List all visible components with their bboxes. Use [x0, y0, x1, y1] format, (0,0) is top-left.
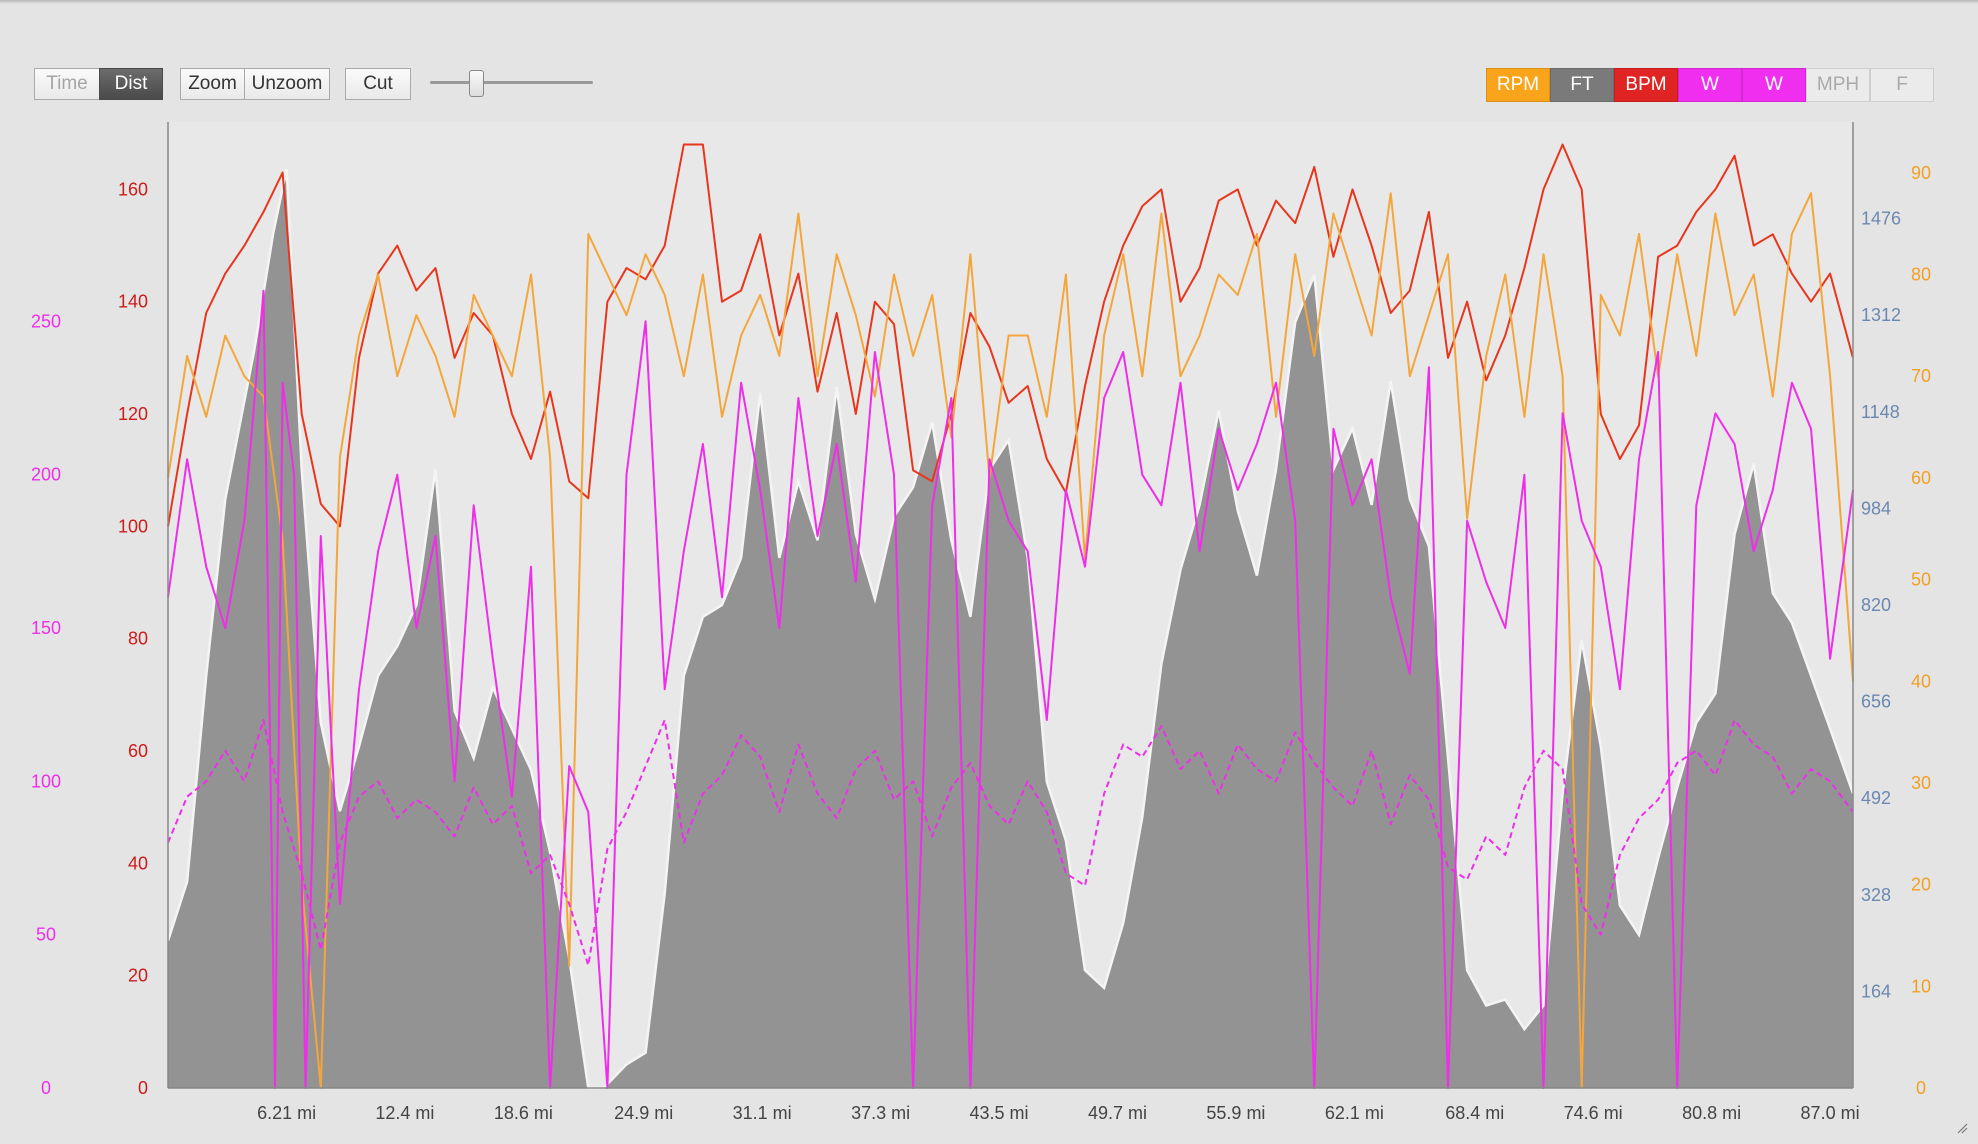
series-ft-0-area [168, 169, 1853, 1089]
unzoom-button[interactable]: Unzoom [244, 68, 330, 100]
y-tick-label-heart_rate-0: 0 [138, 1078, 148, 1098]
y-tick-label-cadence-40: 40 [1911, 671, 1931, 691]
series-toggle-w-3[interactable]: W [1678, 68, 1742, 102]
y-tick-label-elevation-492: 492 [1861, 788, 1891, 808]
y-tick-label-cadence-80: 80 [1911, 265, 1931, 285]
y-tick-label-power-100: 100 [31, 771, 61, 791]
y-tick-label-elevation-656: 656 [1861, 692, 1891, 712]
x-tick-label-4: 31.1 mi [733, 1103, 792, 1123]
y-tick-label-power-50: 50 [36, 925, 56, 945]
y-tick-label-power-0: 0 [41, 1078, 51, 1098]
x-tick-label-1: 12.4 mi [375, 1103, 434, 1123]
x-tick-label-3: 24.9 mi [614, 1103, 673, 1123]
series-rpm-2-line [167, 192, 1854, 1089]
y-tick-label-elevation-820: 820 [1861, 595, 1891, 615]
y-tick-label-elevation-164: 164 [1861, 981, 1891, 1001]
window-top-shade [0, 0, 1978, 4]
series-w-3-line [167, 289, 1854, 1089]
y-tick-label-heart_rate-80: 80 [128, 629, 148, 649]
y-tick-label-cadence-20: 20 [1911, 875, 1931, 895]
distance-mode-button[interactable]: Dist [99, 68, 163, 100]
y-tick-label-elevation-984: 984 [1861, 498, 1891, 518]
y-tick-label-cadence-30: 30 [1911, 773, 1931, 793]
resize-grip-icon[interactable] [1956, 1122, 1968, 1134]
series-toggle-w-4[interactable]: W [1742, 68, 1806, 102]
cut-button[interactable]: Cut [345, 68, 411, 100]
y-tick-label-cadence-50: 50 [1911, 570, 1931, 590]
x-tick-label-2: 18.6 mi [494, 1103, 553, 1123]
y-tick-label-power-200: 200 [31, 465, 61, 485]
y-tick-label-elevation-328: 328 [1861, 885, 1891, 905]
smoothing-slider-thumb[interactable] [468, 70, 484, 97]
y-tick-label-heart_rate-20: 20 [128, 966, 148, 986]
zoom-button[interactable]: Zoom [180, 68, 245, 100]
series-w-4-line [167, 719, 1854, 967]
y-tick-label-heart_rate-120: 120 [118, 404, 148, 424]
time-mode-button[interactable]: Time [34, 68, 100, 100]
x-tick-label-12: 80.8 mi [1682, 1103, 1741, 1123]
y-tick-label-cadence-90: 90 [1911, 163, 1931, 183]
y-tick-label-heart_rate-140: 140 [118, 292, 148, 312]
y-tick-label-elevation-1148: 1148 [1861, 402, 1900, 422]
y-tick-label-power-150: 150 [31, 618, 61, 638]
series-toggle-rpm-0[interactable]: RPM [1486, 68, 1550, 102]
x-tick-label-11: 74.6 mi [1564, 1103, 1623, 1123]
x-tick-label-13: 87.0 mi [1801, 1103, 1860, 1123]
y-tick-label-power-250: 250 [31, 311, 61, 331]
y-tick-label-heart_rate-60: 60 [128, 741, 148, 761]
x-tick-label-6: 43.5 mi [970, 1103, 1029, 1123]
series-ft-0-outline [166, 168, 1855, 1090]
x-tick-label-8: 55.9 mi [1206, 1103, 1265, 1123]
y-tick-label-heart_rate-100: 100 [118, 516, 148, 536]
y-tick-label-cadence-10: 10 [1911, 976, 1931, 996]
y-tick-label-heart_rate-40: 40 [128, 853, 148, 873]
y-tick-label-cadence-70: 70 [1911, 366, 1931, 386]
y-tick-label-cadence-0: 0 [1916, 1078, 1926, 1098]
x-tick-label-5: 37.3 mi [851, 1103, 910, 1123]
y-tick-label-heart_rate-160: 160 [118, 179, 148, 199]
y-tick-label-elevation-1476: 1476 [1861, 209, 1901, 229]
y-tick-label-cadence-60: 60 [1911, 468, 1931, 488]
x-tick-label-7: 49.7 mi [1088, 1103, 1147, 1123]
smoothing-slider-track[interactable] [430, 81, 593, 84]
series-toggle-bpm-2[interactable]: BPM [1614, 68, 1678, 102]
x-tick-label-10: 68.4 mi [1445, 1103, 1504, 1123]
y-tick-label-elevation-1312: 1312 [1861, 305, 1901, 325]
series-toggle-mph-5[interactable]: MPH [1806, 68, 1870, 102]
series-toggle-f-6[interactable]: F [1870, 68, 1934, 102]
series-toggle-ft-1[interactable]: FT [1550, 68, 1614, 102]
x-tick-label-9: 62.1 mi [1325, 1103, 1384, 1123]
x-tick-label-0: 6.21 mi [257, 1103, 316, 1123]
series-bpm-1-line [167, 143, 1854, 528]
